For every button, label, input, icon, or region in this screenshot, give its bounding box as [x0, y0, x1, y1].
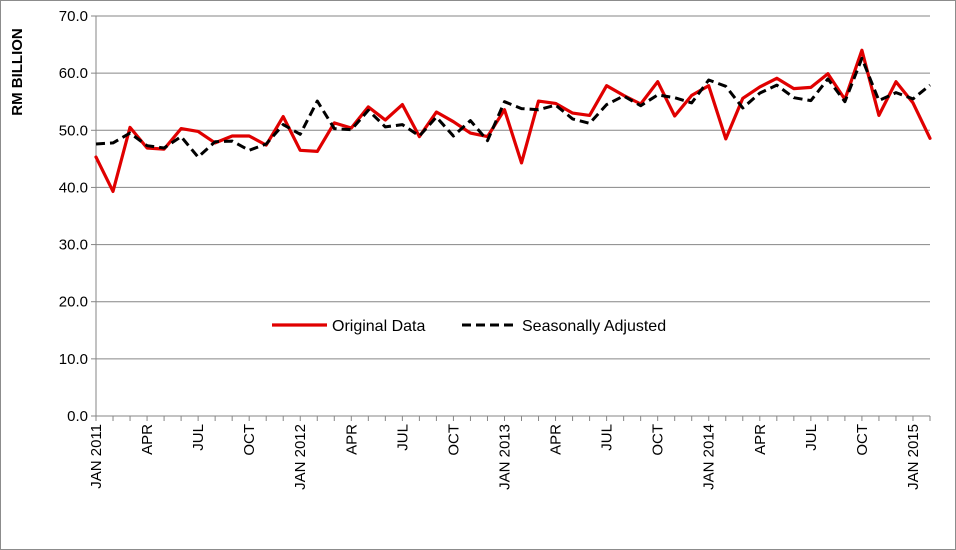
- y-tick-label: 40.0: [59, 179, 88, 196]
- x-tick-label: JAN 2014: [701, 424, 718, 490]
- x-tick-label: APR: [343, 424, 360, 455]
- grid-lines: [96, 15, 930, 360]
- legend-label-seasonally-adjusted: Seasonally Adjusted: [522, 318, 666, 335]
- x-tick-label: OCT: [445, 424, 462, 456]
- x-tick-label: JUL: [394, 424, 411, 451]
- x-tick-label: JUL: [803, 424, 820, 451]
- series-lines: [94, 48, 932, 193]
- legend-label-original: Original Data: [332, 318, 425, 335]
- x-tick-labels: JAN 2011 APR JUL OCT JAN 2012 APR JUL OCT JAN 20…: [88, 424, 922, 490]
- x-tick-label: APR: [548, 424, 565, 455]
- x-tick-label: OCT: [650, 424, 667, 456]
- y-tick-label: 70.0: [59, 8, 88, 25]
- x-tick-label: OCT: [241, 424, 258, 456]
- x-tick-label: APR: [139, 424, 156, 455]
- y-tick-label: 30.0: [59, 237, 88, 254]
- x-tick-label: APR: [752, 424, 769, 455]
- y-tick-label: 60.0: [59, 65, 88, 82]
- y-tick-label: 0.0: [67, 408, 88, 425]
- y-axis-label: RM BILLION: [9, 28, 26, 116]
- y-tick-label: 20.0: [59, 294, 88, 311]
- x-tick-label: JUL: [190, 424, 207, 451]
- legend: Original Data Seasonally Adjusted: [272, 318, 666, 335]
- x-tick-label: JUL: [599, 424, 616, 451]
- y-tick-labels: 0.0 10.0 20.0 30.0 40.0 50.0 60.0 70.0: [59, 8, 88, 425]
- x-tick-label: OCT: [854, 424, 871, 456]
- x-tick-label: JAN 2011: [88, 424, 105, 489]
- y-tick-label: 50.0: [59, 122, 88, 139]
- y-tick-label: 10.0: [59, 351, 88, 368]
- axes: [91, 15, 931, 421]
- x-tick-label: JAN 2012: [292, 424, 309, 490]
- x-tick-label: JAN 2015: [905, 424, 922, 490]
- series-line-original-data: [94, 48, 932, 193]
- x-tick-label: JAN 2013: [496, 424, 513, 490]
